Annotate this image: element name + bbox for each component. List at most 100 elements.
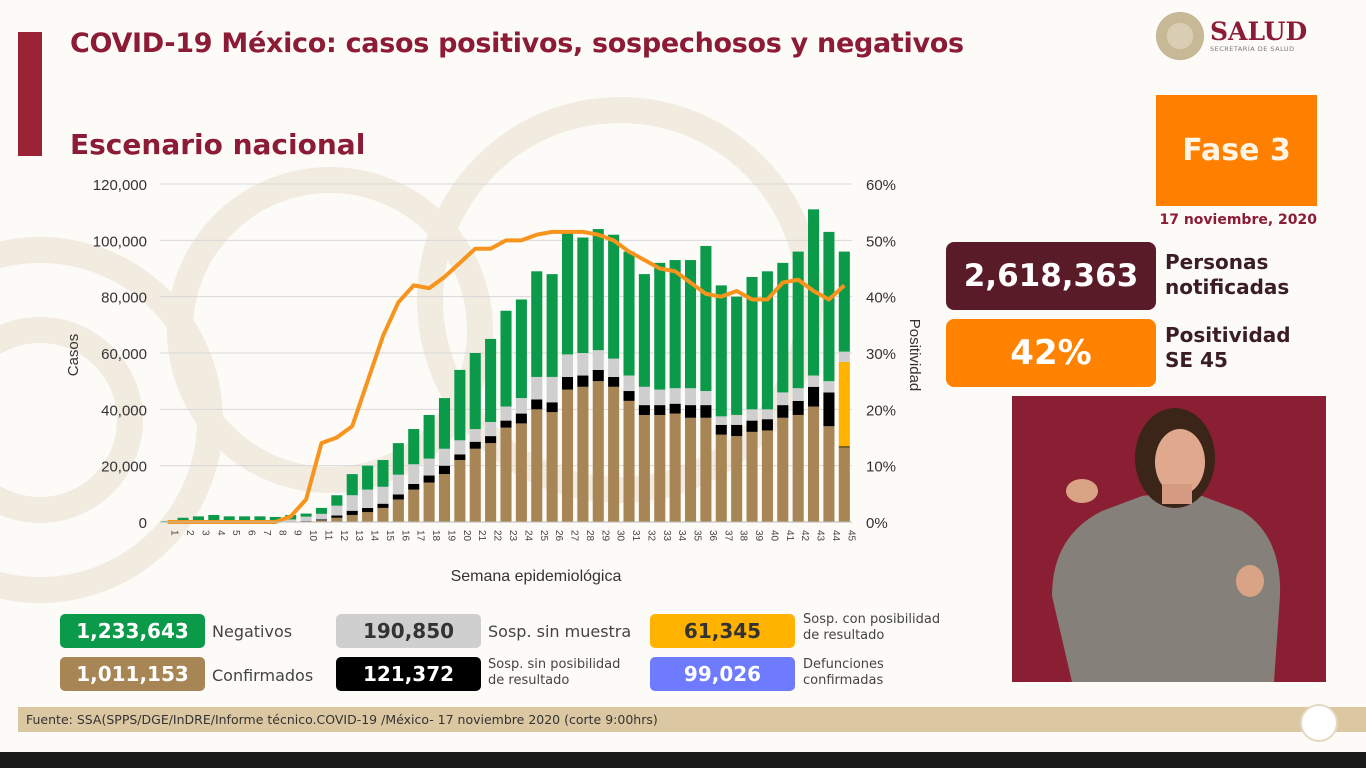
x-tick-label: 27 xyxy=(569,530,580,542)
bar-negativos-w23 xyxy=(500,310,512,407)
bar-negativos-w37 xyxy=(715,285,727,417)
bar-confirmados-w21 xyxy=(469,448,481,522)
bar-sosp-sin-posibilidad-de-resultado-w35 xyxy=(684,405,697,418)
bar-confirmados-w20 xyxy=(454,460,466,522)
x-tick-label: 21 xyxy=(476,530,487,542)
x-tick-label: 23 xyxy=(507,530,518,542)
bar-sosp-sin-posibilidad-de-resultado-w38 xyxy=(731,424,743,437)
bar-confirmados-w45 xyxy=(838,447,850,522)
x-tick-label: 31 xyxy=(630,530,641,542)
bar-confirmados-w22 xyxy=(485,443,497,522)
x-tick-label: 42 xyxy=(799,530,810,542)
legend-defunciones-label: Defunciones confirmadas xyxy=(803,657,884,689)
x-tick-label: 32 xyxy=(645,530,656,542)
bar-negativos-w22 xyxy=(485,338,497,423)
legend-negativos-label: Negativos xyxy=(212,622,293,641)
y-tick-label: 100,000 xyxy=(93,233,147,250)
bar-confirmados-w15 xyxy=(377,507,389,522)
bar-sosp-sin-muestra-w12 xyxy=(331,505,343,516)
bar-sosp-sin-muestra-w34 xyxy=(669,388,681,404)
bar-sosp-sin-muestra-w20 xyxy=(454,440,466,455)
bar-negativos-w42 xyxy=(792,251,804,389)
bar-confirmados-w16 xyxy=(392,499,404,522)
x-tick-label: 8 xyxy=(276,530,287,536)
bar-sosp-sin-posibilidad-de-resultado-w41 xyxy=(777,405,789,418)
label-line2: de resultado xyxy=(803,628,885,643)
bar-sosp-sin-posibilidad-de-resultado-w28 xyxy=(577,375,589,387)
bar-confirmados-w39 xyxy=(746,431,758,522)
bar-sosp-sin-posibilidad-de-resultado-w11 xyxy=(315,519,328,521)
legend-negativos-value: 1,233,643 xyxy=(60,614,205,648)
bar-sosp-sin-muestra-w11 xyxy=(315,513,328,520)
bar-negativos-w5 xyxy=(223,516,235,522)
y-tick-label: 80,000 xyxy=(101,290,147,307)
label-line2: de resultado xyxy=(488,673,570,688)
bar-sosp-sin-muestra-w25 xyxy=(531,376,543,400)
legend-sosp-con-posibilidad-value: 61,345 xyxy=(650,614,795,648)
x-tick-label: 5 xyxy=(230,530,241,536)
x-tick-label: 25 xyxy=(538,530,549,542)
bar-sosp-sin-muestra-w22 xyxy=(485,422,497,437)
bar-sosp-sin-muestra-w42 xyxy=(792,388,804,401)
bar-sosp-sin-muestra-w38 xyxy=(731,414,743,425)
x-tick-label: 26 xyxy=(553,530,564,542)
bar-negativos-w27 xyxy=(561,231,574,355)
bar-sosp-sin-posibilidad-de-resultado-w20 xyxy=(454,454,466,461)
bar-negativos-w45 xyxy=(838,251,850,352)
bar-sosp-sin-muestra-w40 xyxy=(761,409,773,420)
accent-bar xyxy=(18,32,42,156)
bar-confirmados-w23 xyxy=(500,427,512,522)
x-tick-label: 34 xyxy=(676,530,687,542)
bar-negativos-w15 xyxy=(377,460,389,487)
x-tick-label: 7 xyxy=(261,530,272,536)
salud-logo: SALUD SECRETARÍA DE SALUD xyxy=(1156,12,1307,60)
bar-sosp-sin-posibilidad-de-resultado-w44 xyxy=(823,392,835,427)
bar-sosp-sin-posibilidad-de-resultado-w27 xyxy=(561,376,574,390)
bar-negativos-w28 xyxy=(577,237,589,353)
bar-sosp-sin-posibilidad-de-resultado-w36 xyxy=(700,405,712,418)
report-date: 17 noviembre, 2020 xyxy=(1159,212,1317,228)
bar-sosp-sin-muestra-w44 xyxy=(823,381,835,393)
bar-sosp-sin-muestra-w14 xyxy=(362,489,374,508)
sign-language-interpreter-video xyxy=(1012,396,1326,682)
y-tick-label: 40,000 xyxy=(101,402,147,419)
bar-sosp-sin-muestra-w17 xyxy=(408,464,420,484)
bar-sosp-sin-muestra-w19 xyxy=(438,448,451,466)
bar-sosp-sin-muestra-w31 xyxy=(623,375,635,392)
x-tick-label: 29 xyxy=(599,530,610,542)
cases-chart: 0 20,000 40,000 60,000 80,000 100,000 120,000 0… xyxy=(65,177,923,585)
bar-sosp-sin-muestra-w10 xyxy=(300,516,312,521)
bar-sosp-sin-muestra-w32 xyxy=(638,386,650,406)
y2-axis-title: Positividad xyxy=(906,319,923,392)
bar-confirmados-w42 xyxy=(792,414,804,522)
y2-tick-label: 30% xyxy=(866,346,896,363)
y2-tick-label: 0% xyxy=(866,515,888,532)
bottom-strip xyxy=(0,752,1366,768)
bar-sosp-sin-posibilidad-de-resultado-w29 xyxy=(592,369,604,382)
x-tick-label: 20 xyxy=(461,530,472,542)
bar-confirmados-w33 xyxy=(654,414,666,522)
bar-negativos-w17 xyxy=(408,429,420,465)
bar-negativos-w12 xyxy=(331,495,343,506)
bar-sosp-sin-posibilidad-de-resultado-w30 xyxy=(608,376,620,387)
bar-confirmados-w26 xyxy=(546,412,558,522)
bar-sosp-sin-posibilidad-de-resultado-w26 xyxy=(546,402,558,413)
bar-negativos-w31 xyxy=(623,251,635,376)
source-footer: Fuente: SSA(SPPS/DGE/InDRE/Informe técni… xyxy=(18,707,1366,732)
bar-confirmados-w17 xyxy=(408,489,420,522)
x-tick-label: 16 xyxy=(399,530,410,542)
notified-label-line2: notificadas xyxy=(1165,275,1290,299)
bar-confirmados-w12 xyxy=(331,517,343,522)
bar-confirmados-w30 xyxy=(608,386,620,522)
gobierno-logo-icon xyxy=(1300,704,1338,742)
bar-negativos-w13 xyxy=(346,474,358,496)
notified-label-line1: Personas xyxy=(1165,250,1269,274)
bar-confirmados-w40 xyxy=(761,430,773,522)
bar-negativos-w39 xyxy=(746,276,758,410)
x-tick-label: 40 xyxy=(768,530,779,542)
bar-negativos-w7 xyxy=(254,516,266,522)
bar-sosp-sin-muestra-w37 xyxy=(715,416,727,425)
bar-sosp-sin-posibilidad-de-resultado-w34 xyxy=(669,403,681,414)
bar-sosp-sin-muestra-w16 xyxy=(392,474,404,495)
legend-confirmados-value: 1,011,153 xyxy=(60,657,205,691)
